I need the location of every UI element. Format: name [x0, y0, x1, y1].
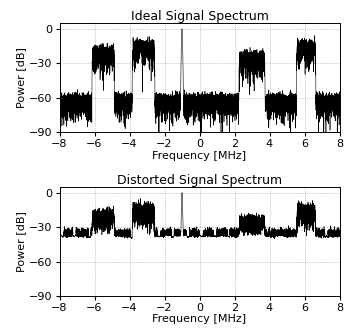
Y-axis label: Power [dB]: Power [dB]: [16, 47, 26, 108]
X-axis label: Frequency [MHz]: Frequency [MHz]: [153, 315, 246, 324]
Title: Distorted Signal Spectrum: Distorted Signal Spectrum: [117, 174, 282, 187]
Title: Ideal Signal Spectrum: Ideal Signal Spectrum: [131, 10, 268, 23]
Y-axis label: Power [dB]: Power [dB]: [16, 211, 26, 272]
X-axis label: Frequency [MHz]: Frequency [MHz]: [153, 151, 246, 161]
